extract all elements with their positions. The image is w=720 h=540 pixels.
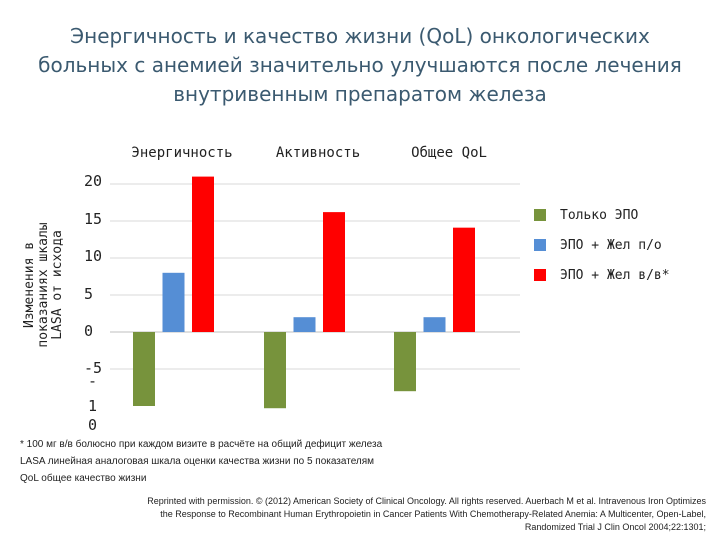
category-labels: Энергичность Активность Общее QoL	[131, 145, 487, 161]
bar	[394, 332, 416, 392]
legend-label: ЭПО + Жел в/в*	[560, 268, 670, 283]
y-axis-label-line: показаниях шкалы	[36, 222, 51, 347]
title-line: Энергичность и качество жизни (QoL) онко…	[70, 24, 650, 48]
citation-line: the Response to Recombinant Human Erythr…	[160, 509, 706, 519]
citation-line: Randomized Trial J Clin Oncol 2004;22:13…	[524, 522, 706, 532]
bar	[423, 317, 446, 332]
y-tick-label: 0	[88, 416, 97, 434]
legend-label: ЭПО + Жел п/о	[560, 238, 662, 253]
bar	[162, 272, 185, 332]
footnote: * 100 мг в/в болюсно при каждом визите в…	[20, 439, 383, 450]
legend-label: Только ЭПО	[560, 208, 638, 223]
y-tick-label: -5	[84, 359, 102, 377]
y-tick-label: -	[88, 372, 97, 390]
y-tick-label: 1	[88, 397, 97, 415]
y-tick-label: 0	[84, 322, 93, 340]
footnote: QoL общее качество жизни	[20, 473, 147, 484]
y-tick-label: 10	[84, 247, 102, 265]
y-axis-label: Изменения в показаниях шкалы LASA от исход…	[22, 222, 65, 347]
bars	[133, 176, 475, 409]
page-title: Энергичность и качество жизни (QoL) онко…	[20, 22, 700, 109]
citation-line: Reprinted with permission. © (2012) Amer…	[147, 496, 706, 506]
citation: Reprinted with permission. © (2012) Amer…	[106, 495, 706, 534]
y-tick-label: 15	[84, 210, 102, 228]
footnote: LASA линейная аналоговая шкала оценки ка…	[20, 456, 375, 467]
category-label: Энергичность	[131, 145, 232, 161]
bar	[133, 332, 155, 406]
y-axis-label-line: Изменения в	[22, 242, 37, 328]
bar	[192, 176, 214, 332]
legend-swatch	[534, 269, 546, 281]
category-label: Активность	[276, 145, 360, 161]
title-line: больных с анемией значительно улучшаются…	[38, 53, 682, 77]
bar	[453, 227, 475, 332]
y-axis-label-group: Изменения в показаниях шкалы LASA от исход…	[22, 222, 65, 347]
footnotes: * 100 мг в/в болюсно при каждом визите в…	[20, 436, 620, 487]
legend-swatch	[534, 209, 546, 221]
bar	[323, 212, 345, 332]
legend-swatch	[534, 239, 546, 251]
bar	[293, 317, 316, 332]
y-tick-label: 5	[84, 285, 93, 303]
category-label: Общее QoL	[411, 145, 487, 161]
y-axis-label-line: LASA от исхода	[50, 230, 65, 340]
title-line: внутривенным препаратом железа	[173, 82, 547, 106]
y-tick-label: 20	[84, 172, 102, 190]
bar	[264, 332, 286, 409]
legend: Только ЭПО ЭПО + Жел п/о ЭПО + Жел в/в*	[534, 208, 670, 283]
